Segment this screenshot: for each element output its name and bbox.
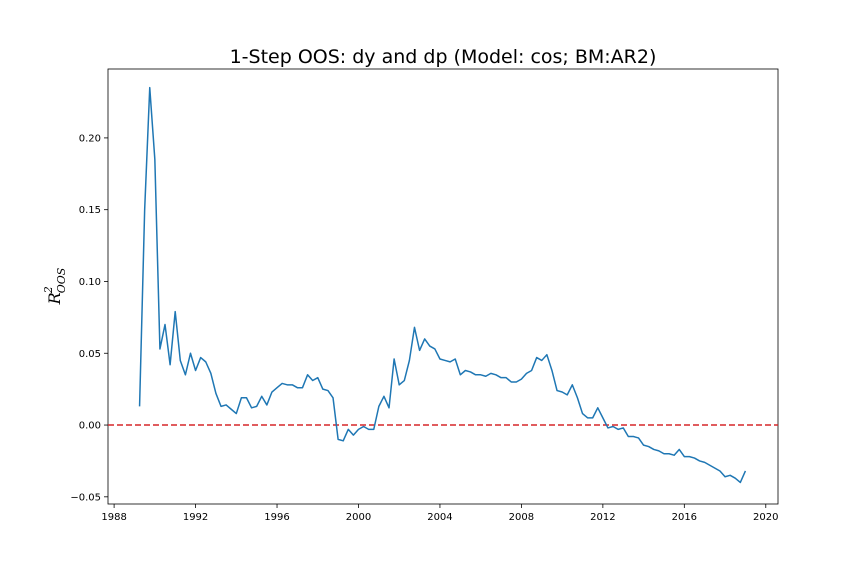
y-axis-label-subscript: OOS (55, 267, 68, 293)
x-tick-label: 2016 (672, 512, 697, 523)
x-tick-label: 1996 (264, 512, 289, 523)
x-tick-label: 2008 (509, 512, 534, 523)
x-tick-label: 2020 (753, 512, 778, 523)
y-axis-label-main: R (45, 292, 64, 305)
plot-area (107, 68, 779, 505)
x-tick-label: 1988 (101, 512, 126, 523)
plot-frame (107, 68, 779, 505)
y-tick-label: 0.15 (79, 205, 101, 216)
y-tick-label: 0.10 (79, 277, 101, 288)
x-tick-label: 2012 (590, 512, 615, 523)
y-axis-label: R2OOS (42, 267, 68, 305)
x-tick-label: 1992 (183, 512, 208, 523)
y-tick-label: −0.05 (70, 492, 101, 503)
x-tick-label: 2004 (427, 512, 452, 523)
series-line (138, 86, 747, 484)
y-axis-label-superscript: 2 (42, 286, 55, 294)
y-tick-label: 0.00 (79, 421, 101, 432)
x-tick-label: 2000 (346, 512, 371, 523)
y-tick-label: 0.20 (79, 133, 101, 144)
chart-title: 1-Step OOS: dy and dp (Model: cos; BM:AR… (230, 46, 657, 68)
y-axis: −0.05 0.00 0.05 0.10 0.15 0.20 (70, 133, 108, 503)
y-tick-label: 0.05 (79, 349, 101, 360)
x-axis: 1988 1992 1996 2000 2004 2008 2012 2016 2020 (101, 504, 779, 523)
